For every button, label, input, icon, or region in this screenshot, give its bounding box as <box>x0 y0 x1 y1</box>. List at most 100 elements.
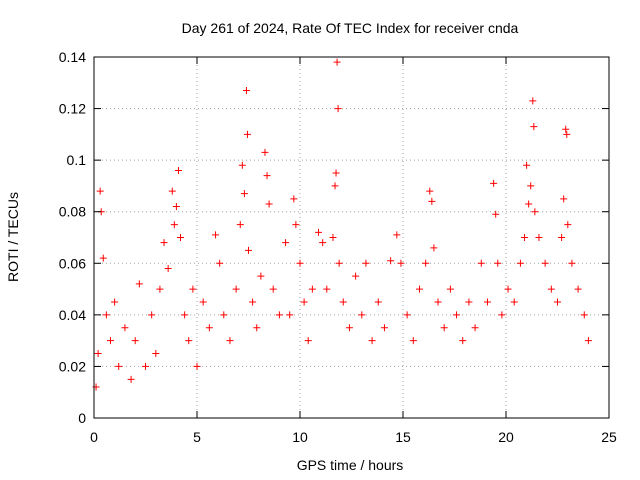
data-point <box>329 234 337 241</box>
data-point <box>257 272 265 280</box>
data-point <box>315 228 323 236</box>
data-point <box>243 130 251 138</box>
data-point <box>115 362 123 370</box>
data-point <box>440 324 448 332</box>
y-tick-label: 0.12 <box>59 101 86 117</box>
x-tick-label: 20 <box>498 429 514 445</box>
data-point <box>362 259 370 267</box>
data-point <box>323 285 331 293</box>
data-point <box>142 362 149 370</box>
data-point <box>181 311 189 319</box>
data-point <box>172 203 180 211</box>
data-point <box>240 190 248 198</box>
data-point <box>96 187 104 195</box>
data-point <box>504 285 512 293</box>
data-point <box>531 208 539 216</box>
y-tick-label: 0.14 <box>59 49 86 65</box>
data-point <box>564 221 572 229</box>
data-point <box>530 123 538 131</box>
data-point <box>168 187 176 195</box>
data-point <box>415 285 423 293</box>
x-tick-label: 25 <box>601 429 617 445</box>
data-point <box>374 298 382 306</box>
data-point <box>296 259 304 267</box>
data-point <box>339 298 347 306</box>
data-point <box>387 257 395 265</box>
data-point <box>471 324 479 332</box>
data-point <box>99 254 107 262</box>
data-point <box>135 280 143 288</box>
data-point <box>331 182 339 190</box>
data-point <box>131 337 139 345</box>
data-point <box>319 239 327 247</box>
data-point <box>245 246 252 254</box>
data-point <box>94 350 102 358</box>
x-tick-label: 0 <box>90 429 98 445</box>
data-point <box>216 259 224 267</box>
x-axis-label: GPS time / hours <box>297 457 404 473</box>
y-tick-label: 0.02 <box>59 358 86 374</box>
data-point <box>554 298 561 306</box>
data-point <box>212 231 220 239</box>
data-point <box>111 298 119 306</box>
data-point <box>453 311 461 319</box>
data-point <box>152 350 160 358</box>
data-point <box>199 298 207 306</box>
plot-frame <box>93 56 610 419</box>
data-point <box>434 298 442 306</box>
data-point <box>584 337 592 345</box>
data-point <box>494 259 502 267</box>
data-point <box>580 311 588 319</box>
data-point <box>492 210 500 218</box>
data-point <box>263 172 271 180</box>
data-point <box>490 179 498 187</box>
data-point <box>393 231 401 239</box>
data-point <box>333 58 341 66</box>
data-point <box>352 272 360 280</box>
y-tick-label: 0.06 <box>59 255 86 271</box>
data-point <box>242 87 250 95</box>
data-point <box>403 311 411 319</box>
data-point <box>335 259 343 267</box>
x-tick-label: 10 <box>292 429 308 445</box>
data-point <box>121 324 129 332</box>
data-point <box>558 234 566 241</box>
data-point <box>529 97 537 105</box>
data-point <box>397 259 405 267</box>
data-point <box>560 195 568 203</box>
data-point <box>292 221 300 229</box>
y-tick-label: 0.04 <box>59 307 86 323</box>
data-point <box>304 337 312 345</box>
data-point <box>164 264 172 272</box>
data-point <box>358 311 366 319</box>
data-point <box>148 311 156 319</box>
data-point <box>345 324 353 332</box>
data-point <box>541 259 549 267</box>
data-point <box>422 259 430 267</box>
data-point <box>265 200 273 208</box>
x-tick-label: 15 <box>395 429 411 445</box>
data-point <box>300 298 308 306</box>
data-point <box>308 285 316 293</box>
data-point <box>238 161 246 169</box>
data-point <box>232 285 240 293</box>
data-point <box>477 259 485 267</box>
data-point <box>368 337 376 345</box>
data-point <box>574 285 582 293</box>
y-axis-label: ROTI / TECUs <box>5 192 21 282</box>
data-point <box>236 221 244 229</box>
data-point <box>106 337 114 345</box>
data-point <box>525 200 533 208</box>
data-point <box>516 259 524 267</box>
data-point <box>177 234 185 241</box>
data-point <box>220 311 228 319</box>
data-point <box>510 298 518 306</box>
data-point <box>459 337 467 345</box>
data-point <box>286 311 294 319</box>
data-point <box>547 285 555 293</box>
data-point <box>226 337 234 345</box>
data-point <box>189 285 197 293</box>
x-tick-label: 5 <box>193 429 201 445</box>
data-point <box>185 337 193 345</box>
